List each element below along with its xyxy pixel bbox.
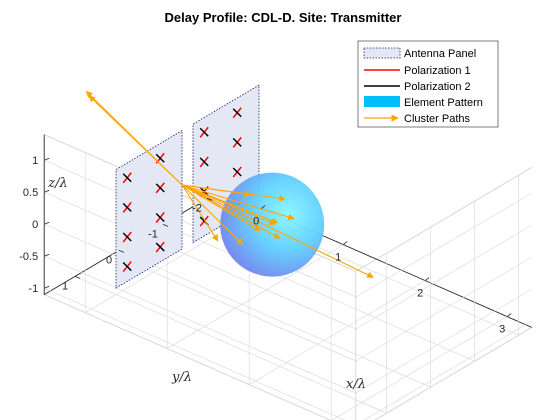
legend-label: Polarization 1	[404, 65, 471, 77]
z-tick-mark	[44, 285, 50, 289]
cluster-path-arrow-10	[181, 184, 219, 242]
cluster-path-arrow-11	[181, 184, 286, 202]
polarization-2-dipole	[232, 108, 242, 118]
grid-line	[118, 250, 431, 388]
cluster-paths	[85, 91, 374, 278]
polarization-2-dipole	[155, 153, 165, 163]
side-wall-pane	[355, 167, 532, 420]
polarization-2-dipole	[122, 262, 132, 272]
y-tick-label: -2	[192, 202, 202, 214]
grid-line	[44, 255, 356, 394]
z-tick-mark	[44, 189, 50, 193]
z-axis-label: z/λ	[47, 176, 67, 191]
element-pattern-surface	[220, 172, 325, 277]
cluster-path-arrow-12	[181, 184, 244, 245]
box-edge	[44, 294, 331, 420]
legend-item-cluster-paths: Cluster Paths	[364, 113, 471, 125]
y-axis-label: y/λ	[171, 370, 192, 385]
legend-label: Cluster Paths	[404, 113, 471, 125]
grid-line	[363, 320, 532, 420]
y-tick-label: 0	[106, 254, 112, 266]
z-tick-mark	[44, 157, 50, 161]
grid-line	[44, 287, 346, 420]
legend-item-antenna-panel: Antenna Panel	[363, 47, 476, 60]
polarization-2-dipole	[122, 173, 132, 183]
legend-swatch-element-pattern	[364, 96, 400, 107]
x-tick-mark	[424, 277, 430, 281]
grid-line	[355, 192, 532, 298]
x-tick-mark	[342, 241, 348, 245]
z-tick-label: -1	[28, 283, 38, 295]
box-edge	[355, 167, 533, 272]
grid-line	[44, 223, 356, 362]
polarization-2-dipole	[122, 202, 132, 212]
y-tick-label: -1	[148, 228, 158, 240]
x-tick-label: 3	[499, 324, 505, 336]
z-tick-label: 1	[32, 155, 38, 167]
grid-line	[331, 316, 508, 420]
cluster-path-arrow-9	[181, 184, 276, 226]
y-tick-mark	[118, 250, 125, 253]
grid-line	[167, 244, 344, 349]
antenna-panels	[115, 84, 260, 289]
legend-swatch-panel	[363, 47, 401, 59]
box-edge	[374, 327, 533, 420]
z-tick-mark	[44, 253, 50, 257]
x-tick-label: 1	[335, 252, 341, 264]
polarization-2-dipole	[199, 127, 209, 137]
cluster-path-arrow-3	[88, 95, 183, 186]
grid-line	[355, 224, 532, 330]
polarization-2-dipole	[232, 167, 242, 177]
grid-line	[355, 256, 532, 362]
y-tick-mark	[206, 198, 213, 201]
legend: Antenna Panel Polarization 1 Polarizatio…	[357, 40, 499, 128]
z-tick-mark	[44, 221, 50, 225]
cluster-path-arrow-4	[181, 184, 295, 221]
legend-item-element-pattern: Element Pattern	[364, 96, 483, 109]
legend-label: Element Pattern	[404, 97, 483, 109]
x-tick-label: 0	[253, 216, 259, 228]
legend-item-polarization-2: Polarization 2	[364, 81, 471, 93]
grid-line	[162, 224, 475, 362]
y-tick-mark	[162, 224, 169, 227]
cluster-path-arrow-6	[181, 184, 281, 239]
grid-line	[249, 280, 426, 385]
polarization-2-dipole	[199, 157, 209, 167]
polarization-2-dipole	[155, 242, 165, 252]
element-pattern-sphere	[220, 172, 325, 277]
polarization-2-dipole	[155, 183, 165, 193]
antenna-panel-1	[115, 129, 183, 289]
x-axis-label: x/λ	[346, 377, 366, 392]
polarization-2-dipole	[232, 137, 242, 147]
z-tick-label: -0.5	[19, 251, 38, 263]
grid-line	[355, 288, 532, 394]
tick-labels: 0 1 2 3 1 0 -1 -2 1 0.5 0 -0.5 -1	[19, 155, 512, 336]
polarization-2-dipole	[155, 212, 165, 223]
z-tick-label: 0.5	[23, 187, 38, 199]
legend-label: Polarization 2	[404, 81, 471, 93]
y-tick-label: 1	[62, 280, 68, 292]
chart-title: Delay Profile: CDL-D. Site: Transmitter	[165, 10, 402, 25]
legend-label: Antenna Panel	[404, 48, 476, 60]
cluster-path-arrow-1	[181, 184, 374, 278]
grid-line	[44, 191, 356, 330]
polarization-2-dipole	[122, 232, 132, 242]
legend-item-polarization-1: Polarization 1	[364, 65, 471, 77]
x-tick-mark	[506, 313, 512, 317]
x-tick-label: 2	[417, 288, 423, 300]
y-tick-mark	[74, 276, 81, 279]
z-tick-label: 0	[32, 219, 38, 231]
x-tick-mark	[260, 205, 266, 209]
grid-line	[74, 276, 387, 414]
cluster-path-arrow-7	[181, 184, 261, 232]
